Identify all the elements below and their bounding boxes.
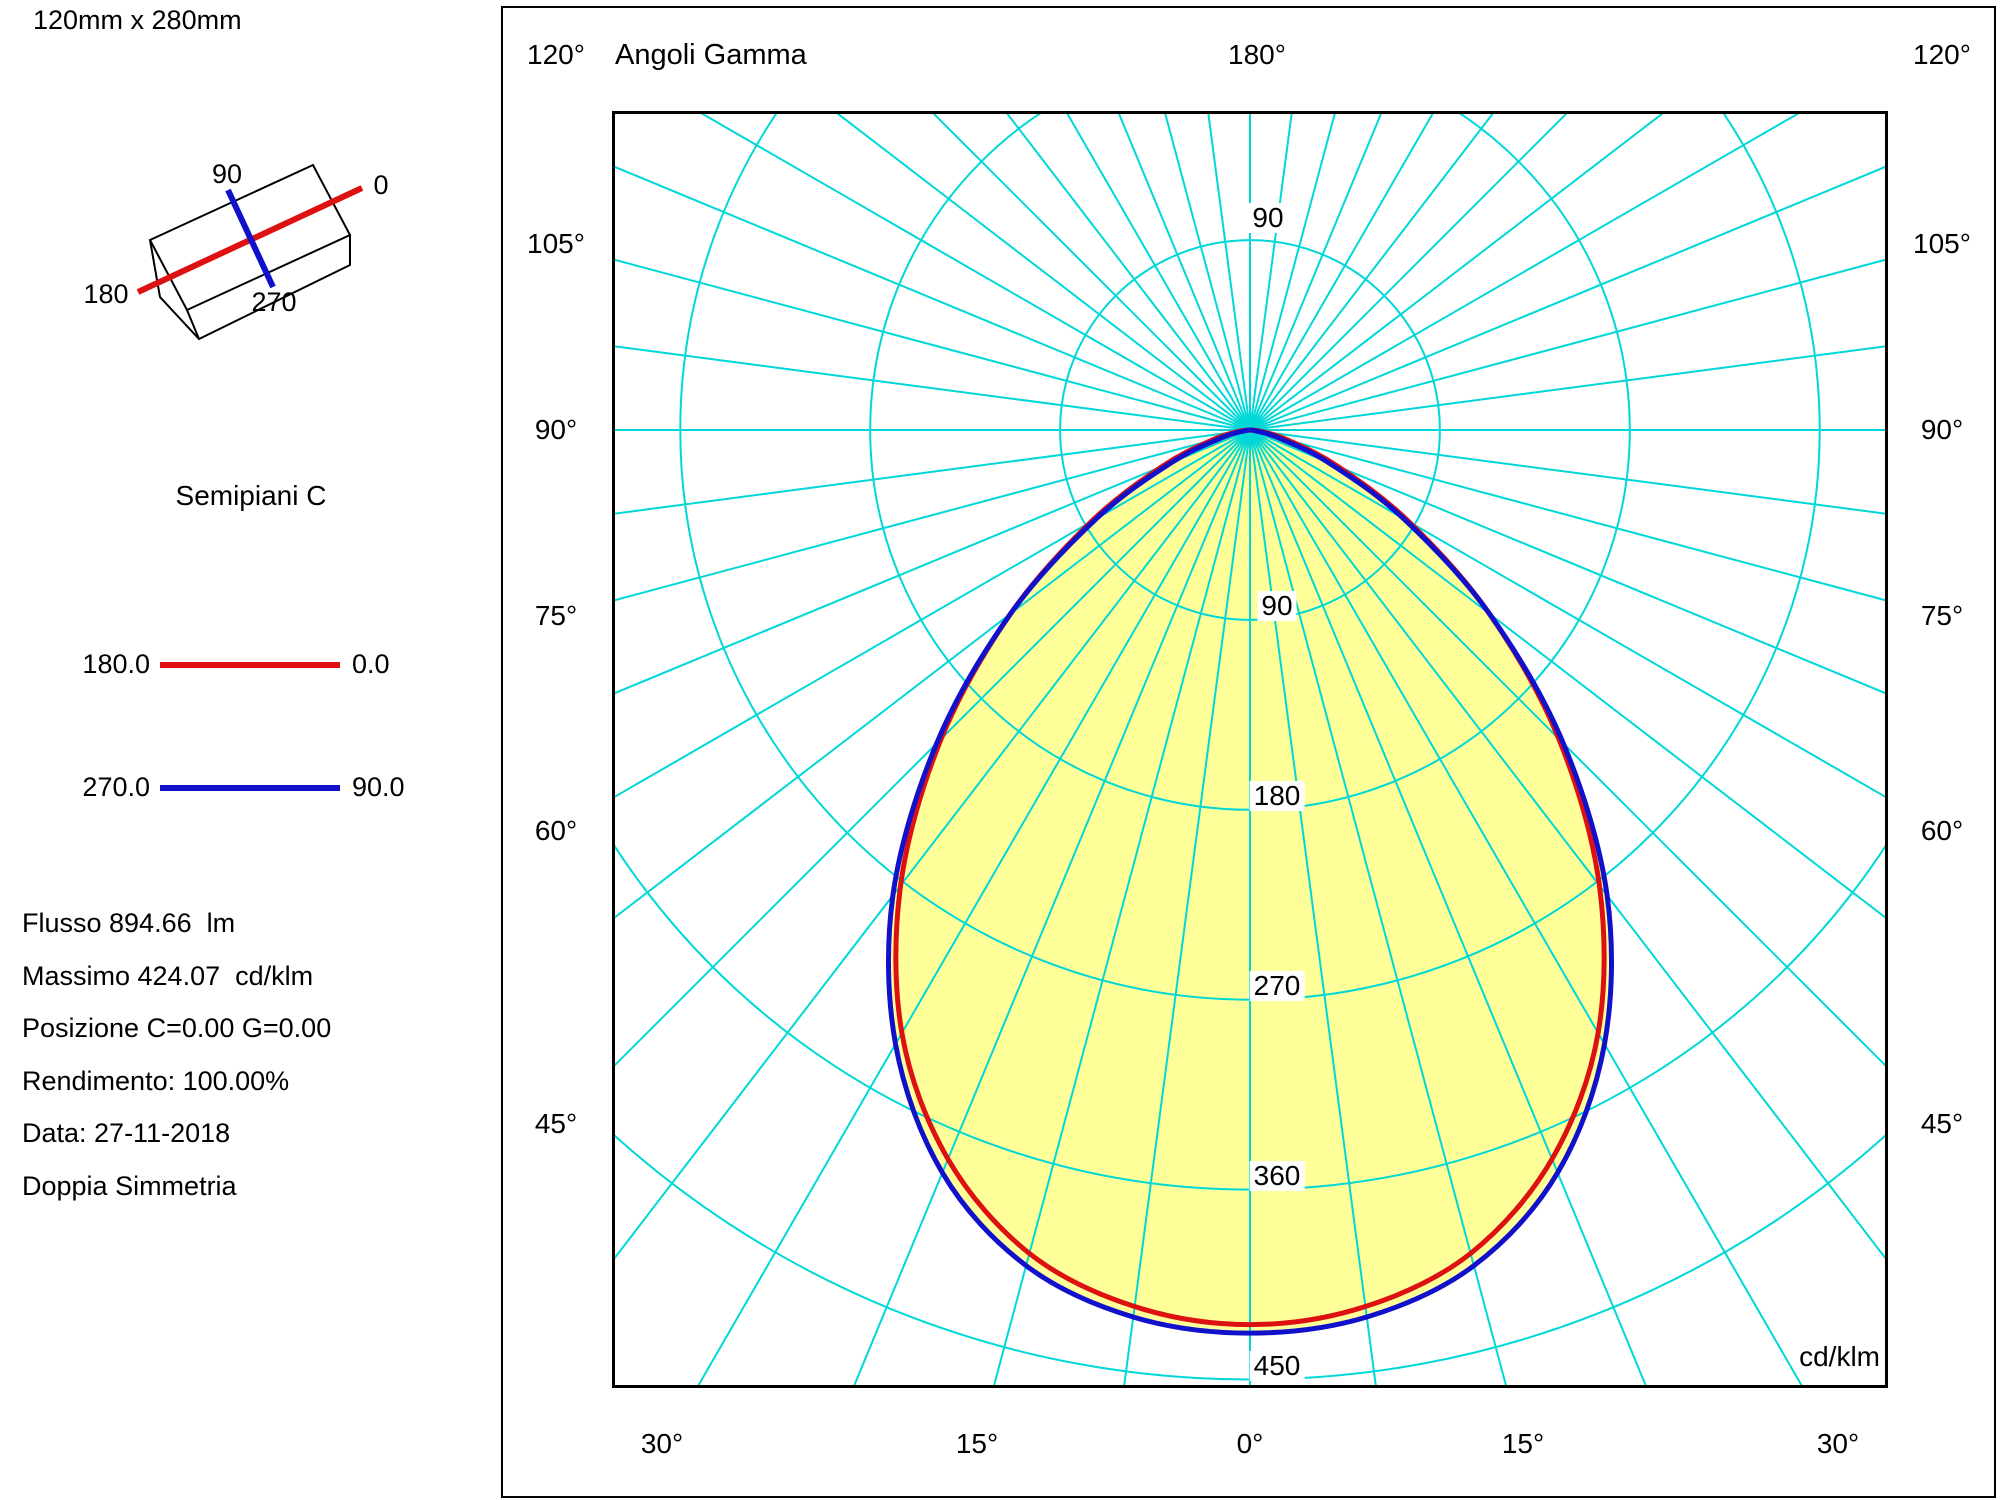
luminaire-box-body [149, 235, 351, 341]
gamma-ray [1249, 111, 1384, 431]
gamma-ray [1249, 111, 1668, 431]
gamma-label-bottom-c0: 0° [1236, 1428, 1264, 1459]
gamma-label-left-60: 60° [534, 815, 578, 846]
luminaire-dimensions-label: 120mm x 280mm [33, 5, 242, 35]
gamma-ray [852, 429, 1251, 1388]
plot-frame [612, 111, 1888, 1388]
gamma-ray [1249, 429, 1888, 1070]
gamma-ray [1003, 111, 1251, 431]
radial-tick-label-270: 270 [1249, 971, 1305, 1001]
gamma-ray [612, 429, 1251, 696]
radial-tick-label-180: 180 [1249, 781, 1305, 811]
gamma-label-right-60: 60° [1920, 815, 1964, 846]
gamma-label-left-75: 75° [534, 600, 578, 631]
gamma-ray [1122, 429, 1251, 1388]
radial-tick-label-90: 90 [1257, 591, 1297, 621]
gamma-ray [612, 258, 1251, 431]
stat-line: Flusso 894.66 lm [22, 908, 236, 938]
gamma-label-right-45: 45° [1920, 1108, 1964, 1139]
radial-tick-label-450: 450 [1249, 1351, 1305, 1381]
axis-label-90: 90 [212, 159, 242, 189]
gamma-ray [1249, 258, 1888, 431]
gamma-ray [1249, 111, 1571, 431]
gamma-ray [832, 111, 1251, 431]
stat-line: Doppia Simmetria [22, 1171, 237, 1201]
gamma-ray [612, 429, 1251, 1264]
gamma-ray [1249, 429, 1888, 696]
legend-left-label: 270.0 [82, 772, 150, 802]
axis-label-270: 270 [251, 287, 296, 317]
gamma-ray [612, 429, 1251, 516]
gamma-ray [1249, 429, 1648, 1388]
gamma-ray [1249, 111, 1337, 431]
gamma-label-left-120: 120° [527, 39, 585, 70]
legend-color-line [160, 662, 340, 668]
gamma-ray [1249, 111, 1497, 431]
gamma-ray [1249, 429, 1888, 921]
radial-tick-label-90-upper: 90 [1248, 203, 1288, 233]
gamma-ray [1249, 429, 1888, 800]
gamma-ray [1249, 429, 1378, 1388]
gamma-ray [1249, 344, 1888, 431]
gamma-ray [1249, 429, 1888, 602]
gamma-ray [1249, 429, 1805, 1388]
legend-color-line [160, 785, 340, 791]
gamma-ray [612, 429, 1251, 921]
chart-title: Angoli Gamma [615, 39, 807, 71]
gamma-label-bottom-l15: 15° [955, 1428, 999, 1459]
stat-line: Massimo 424.07 cd/klm [22, 960, 314, 991]
axis-label-180: 180 [83, 279, 128, 309]
gamma-ray [612, 429, 1251, 1070]
stat-line: Rendimento: 100.00% [22, 1065, 290, 1096]
radial-grid-circle [1059, 239, 1441, 621]
gamma-ray [612, 429, 1251, 602]
gamma-ray [1116, 111, 1251, 431]
gamma-label-left-105: 105° [527, 228, 585, 259]
gamma-label-right-75: 75° [1920, 600, 1964, 631]
gamma-ray [1163, 111, 1251, 431]
curve-c270-90 [885, 427, 1615, 1336]
semipiani-title: Semipiani C [175, 480, 327, 511]
gamma-label-right-120: 120° [1913, 39, 1971, 70]
gamma-ray [612, 164, 1251, 431]
gamma-label-left-90: 90° [534, 414, 578, 445]
gamma-ray [1249, 111, 1805, 431]
c90-270-axis-line [225, 188, 276, 289]
gamma-label-bottom-l30: 30° [640, 1428, 684, 1459]
gamma-label-bottom-r30: 30° [1816, 1428, 1860, 1459]
gamma-label-right-105: 105° [1913, 228, 1971, 259]
axis-label-0: 0 [373, 170, 388, 200]
gamma-label-top-180: 180° [1228, 39, 1286, 70]
gamma-ray [695, 111, 1251, 431]
stat-line: Data: 27-11-2018 [22, 1118, 231, 1149]
gamma-ray [612, 429, 1251, 800]
gamma-ray [1206, 111, 1251, 431]
gamma-label-right-90: 90° [1920, 414, 1964, 445]
stat-line: Posizione C=0.00 G=0.00 [22, 1013, 332, 1044]
gamma-ray [1249, 429, 1508, 1388]
gamma-ray [1249, 111, 1436, 431]
gamma-ray [1249, 429, 1888, 1264]
gamma-ray [1249, 429, 1888, 516]
radial-tick-label-360: 360 [1249, 1161, 1305, 1191]
luminaire-orientation-diagram: 90 0 180 270 [83, 159, 389, 341]
diagram-panel-frame [501, 6, 1996, 1498]
gamma-ray [695, 429, 1251, 1388]
polar-diagram [612, 111, 1888, 1388]
gamma-label-left-45: 45° [534, 1108, 578, 1139]
legend-right-label: 0.0 [352, 649, 390, 679]
gamma-label-bottom-r15: 15° [1501, 1428, 1545, 1459]
unit-label: cd/klm [1799, 1341, 1880, 1372]
gamma-ray [1064, 111, 1251, 431]
legend-right-label: 90.0 [352, 772, 405, 802]
gamma-ray [612, 344, 1251, 431]
legend-left-label: 180.0 [82, 649, 150, 679]
gamma-ray [1249, 111, 1294, 431]
gamma-ray [929, 111, 1251, 431]
gamma-ray [992, 429, 1251, 1388]
gamma-ray [1249, 164, 1888, 431]
